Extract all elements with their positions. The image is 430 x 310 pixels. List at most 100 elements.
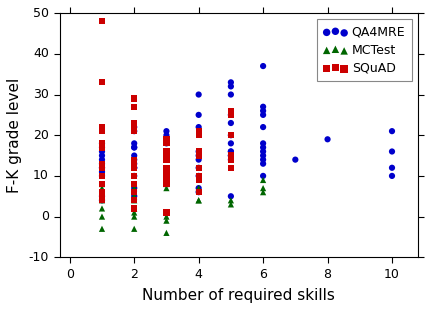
QA4MRE	[292, 157, 299, 162]
QA4MRE	[163, 141, 170, 146]
QA4MRE	[195, 149, 202, 154]
MCTest	[131, 226, 138, 231]
QA4MRE	[195, 125, 202, 130]
QA4MRE	[260, 157, 267, 162]
QA4MRE	[324, 137, 331, 142]
SQuAD	[163, 169, 170, 174]
SQuAD	[227, 153, 234, 158]
QA4MRE	[227, 92, 234, 97]
QA4MRE	[260, 153, 267, 158]
QA4MRE	[227, 153, 234, 158]
SQuAD	[98, 125, 105, 130]
QA4MRE	[260, 125, 267, 130]
SQuAD	[195, 173, 202, 178]
SQuAD	[98, 145, 105, 150]
QA4MRE	[131, 125, 138, 130]
MCTest	[98, 214, 105, 219]
QA4MRE	[98, 145, 105, 150]
QA4MRE	[163, 149, 170, 154]
QA4MRE	[131, 194, 138, 199]
SQuAD	[163, 165, 170, 170]
SQuAD	[131, 121, 138, 126]
MCTest	[131, 186, 138, 191]
SQuAD	[131, 198, 138, 203]
QA4MRE	[98, 149, 105, 154]
SQuAD	[227, 113, 234, 117]
SQuAD	[131, 161, 138, 166]
QA4MRE	[163, 153, 170, 158]
QA4MRE	[195, 153, 202, 158]
SQuAD	[98, 198, 105, 203]
QA4MRE	[227, 149, 234, 154]
SQuAD	[163, 141, 170, 146]
QA4MRE	[163, 129, 170, 134]
SQuAD	[98, 161, 105, 166]
SQuAD	[227, 108, 234, 113]
SQuAD	[227, 157, 234, 162]
Y-axis label: F-K grade level: F-K grade level	[7, 78, 22, 193]
QA4MRE	[131, 145, 138, 150]
QA4MRE	[260, 161, 267, 166]
MCTest	[195, 198, 202, 203]
QA4MRE	[389, 129, 396, 134]
QA4MRE	[131, 186, 138, 191]
QA4MRE	[131, 141, 138, 146]
MCTest	[195, 186, 202, 191]
QA4MRE	[98, 161, 105, 166]
QA4MRE	[131, 165, 138, 170]
SQuAD	[98, 19, 105, 24]
MCTest	[131, 210, 138, 215]
MCTest	[163, 218, 170, 223]
SQuAD	[195, 149, 202, 154]
QA4MRE	[227, 121, 234, 126]
QA4MRE	[131, 157, 138, 162]
SQuAD	[163, 153, 170, 158]
QA4MRE	[260, 173, 267, 178]
QA4MRE	[131, 145, 138, 150]
SQuAD	[163, 157, 170, 162]
SQuAD	[195, 165, 202, 170]
QA4MRE	[195, 113, 202, 117]
MCTest	[98, 226, 105, 231]
QA4MRE	[260, 149, 267, 154]
SQuAD	[131, 129, 138, 134]
SQuAD	[163, 182, 170, 187]
MCTest	[163, 186, 170, 191]
QA4MRE	[98, 153, 105, 158]
SQuAD	[163, 137, 170, 142]
SQuAD	[98, 80, 105, 85]
QA4MRE	[389, 165, 396, 170]
SQuAD	[195, 178, 202, 183]
QA4MRE	[98, 165, 105, 170]
QA4MRE	[98, 157, 105, 162]
SQuAD	[195, 165, 202, 170]
SQuAD	[98, 129, 105, 134]
SQuAD	[195, 190, 202, 195]
MCTest	[131, 182, 138, 187]
SQuAD	[98, 141, 105, 146]
SQuAD	[131, 96, 138, 101]
MCTest	[163, 230, 170, 235]
QA4MRE	[389, 76, 396, 81]
SQuAD	[195, 129, 202, 134]
QA4MRE	[260, 64, 267, 69]
QA4MRE	[260, 141, 267, 146]
QA4MRE	[163, 133, 170, 138]
SQuAD	[195, 173, 202, 178]
QA4MRE	[227, 141, 234, 146]
QA4MRE	[389, 173, 396, 178]
SQuAD	[195, 133, 202, 138]
QA4MRE	[98, 194, 105, 199]
SQuAD	[98, 194, 105, 199]
MCTest	[98, 194, 105, 199]
MCTest	[260, 178, 267, 183]
MCTest	[131, 194, 138, 199]
SQuAD	[131, 173, 138, 178]
SQuAD	[163, 173, 170, 178]
QA4MRE	[98, 169, 105, 174]
QA4MRE	[260, 104, 267, 109]
QA4MRE	[98, 173, 105, 178]
MCTest	[163, 182, 170, 187]
SQuAD	[163, 149, 170, 154]
SQuAD	[98, 165, 105, 170]
